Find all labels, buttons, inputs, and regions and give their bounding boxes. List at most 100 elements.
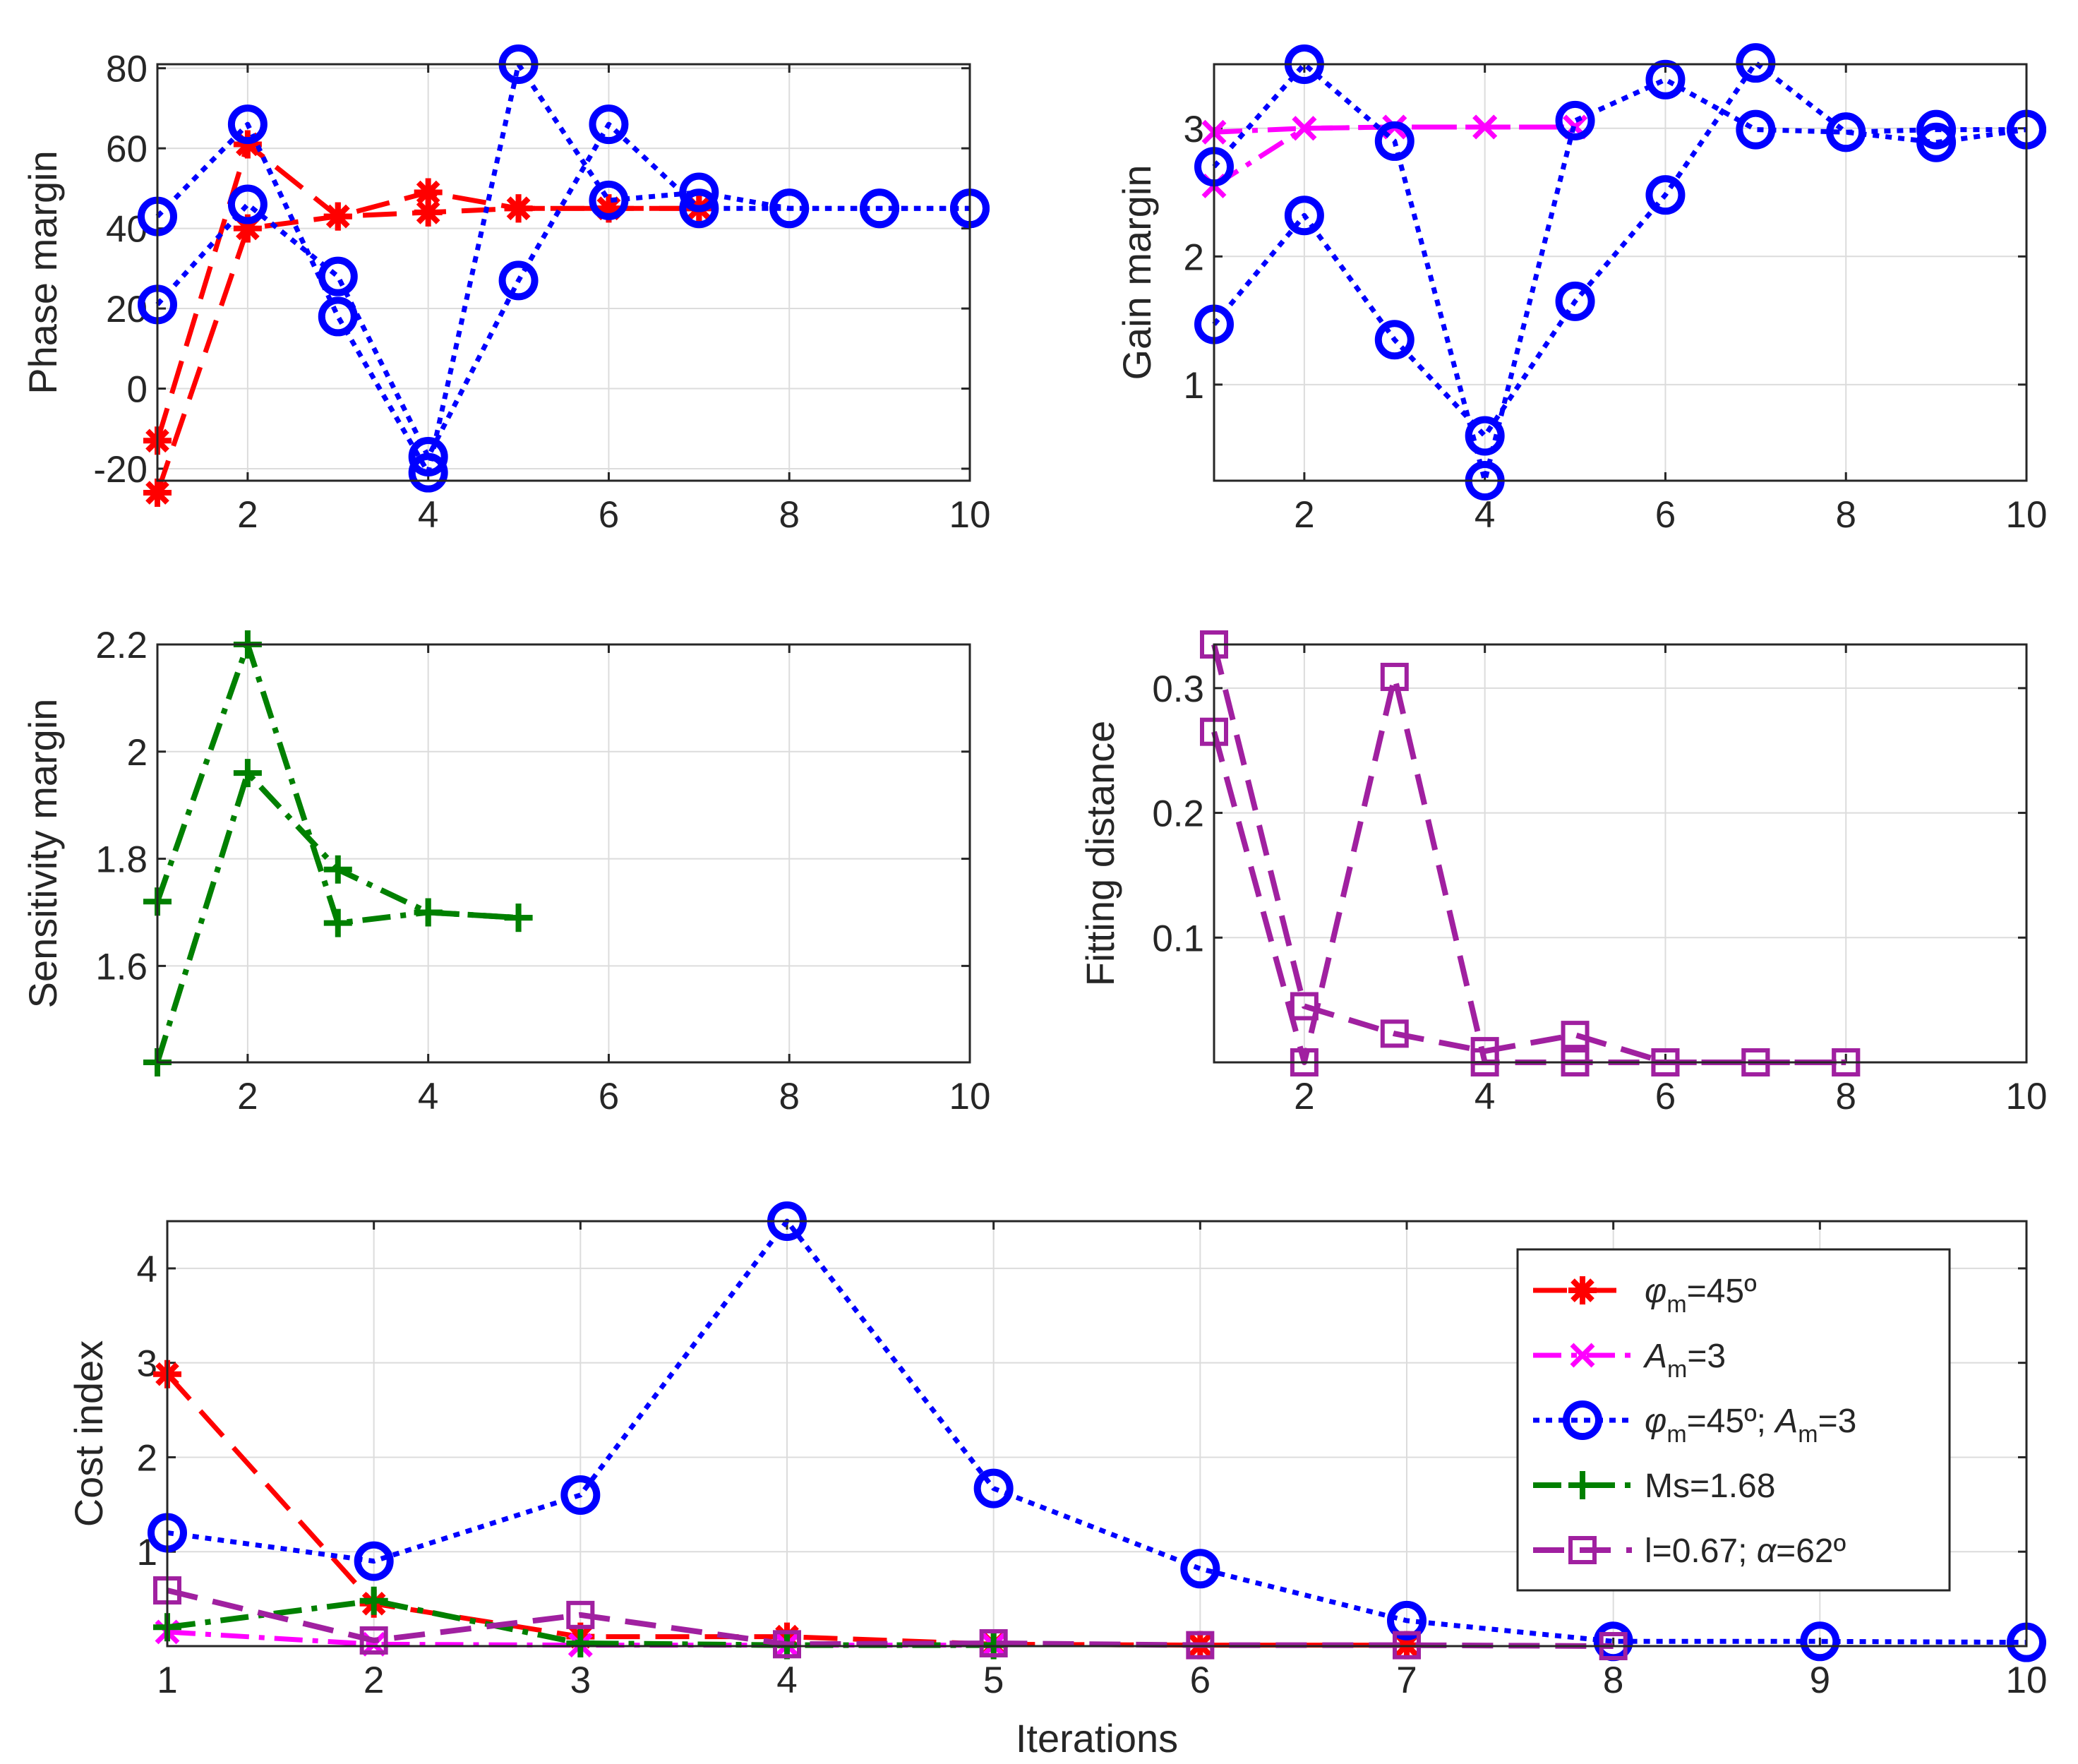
phase-series-line-both	[155, 121, 970, 460]
cost-point-fit	[566, 1600, 595, 1629]
phase-y-tick-label: -20	[93, 449, 148, 491]
fitting-y-tick-label: 0.1	[1152, 918, 1204, 959]
legend-entry: φm​=45º; Am​=3	[1533, 1400, 1857, 1448]
cost-point-both	[560, 1475, 601, 1515]
phase-point-both	[589, 104, 629, 145]
phase-point-both	[679, 188, 719, 229]
legend-marker-fit	[1568, 1536, 1597, 1564]
phase-plot-area	[157, 64, 970, 481]
cost-point-both	[973, 1468, 1014, 1508]
legend-label-part: m	[1667, 1356, 1687, 1383]
cost-y-tick-label: 4	[137, 1249, 157, 1290]
cost-point-both	[1387, 1600, 1427, 1640]
phase-point-both	[860, 188, 900, 229]
phase-point-both	[318, 256, 358, 296]
cost-x-tick-label: 10	[2006, 1660, 2048, 1701]
phase-point-both	[227, 184, 268, 224]
sensitivity-x-tick-label: 6	[599, 1076, 619, 1117]
gain-series-line-both	[1212, 61, 2026, 484]
legend-label-part: l=0.67;	[1645, 1532, 1757, 1570]
legend-entry: Ms=1.68	[1533, 1468, 1775, 1505]
cost-x-tick-label: 4	[776, 1660, 797, 1701]
phase-x-tick-label: 8	[779, 494, 799, 536]
legend-label-part: A	[1773, 1403, 1798, 1440]
sensitivity-y-tick-label: 1.6	[95, 946, 148, 988]
gain-point-both	[1555, 281, 1595, 321]
phase-axes-frame	[156, 63, 971, 482]
legend-label-part: =62º	[1776, 1532, 1846, 1570]
cost-x-axis-label: Iterations	[1016, 1716, 1178, 1760]
phase-y-tick-label: 80	[106, 49, 148, 90]
legend-label-part: =3	[1818, 1403, 1857, 1440]
phase-point-phi	[414, 178, 443, 207]
legend-label-part: A	[1642, 1338, 1667, 1375]
sensitivity-y-tick-label: 2	[127, 732, 148, 774]
sensitivity-x-tick-label: 8	[779, 1076, 799, 1117]
gain-x-tick-label: 8	[1835, 494, 1856, 536]
sensitivity-point-ms	[323, 855, 352, 884]
cost-x-tick-label: 7	[1396, 1660, 1417, 1701]
legend-marker-phi	[1568, 1276, 1597, 1304]
sensitivity-series-line-ms	[155, 642, 519, 926]
cost-x-tick-label: 1	[157, 1660, 177, 1701]
sensitivity-y-tick-label: 2.2	[95, 625, 148, 666]
sensitivity-point-ms	[504, 904, 533, 932]
panel-fitting: 2 4 6 8 10 0.1 0.2 0.3 Fitting distance	[1078, 630, 2048, 1117]
phase-x-tick-label: 10	[949, 494, 991, 536]
sensitivity-axes-frame	[156, 643, 971, 1064]
phase-y-tick-label: 0	[127, 369, 148, 411]
legend-label-part: φ	[1645, 1273, 1666, 1310]
sensitivity-x-tick-label: 2	[237, 1076, 258, 1117]
sensitivity-point-ms	[323, 908, 352, 937]
gain-series-line-am	[1213, 124, 1575, 188]
phase-point-phi	[323, 202, 352, 231]
gain-y-axis-label: Gain margin	[1115, 164, 1159, 380]
cost-point-both	[354, 1541, 394, 1581]
legend-label-part: Ms=1.68	[1645, 1468, 1775, 1505]
phase-point-both	[318, 296, 358, 337]
gain-y-tick-label: 1	[1184, 365, 1204, 407]
fitting-y-tick-label: 0.2	[1152, 793, 1204, 835]
phase-point-both	[408, 436, 448, 476]
cost-y-axis-label: Cost index	[66, 1340, 111, 1528]
sensitivity-x-tick-label: 4	[418, 1076, 438, 1117]
gain-x-tick-label: 2	[1294, 494, 1314, 536]
fitting-x-tick-label: 10	[2006, 1076, 2048, 1117]
gain-series-line-both	[1212, 60, 2027, 438]
cost-x-tick-label: 6	[1190, 1660, 1211, 1701]
cost-point-both	[1180, 1549, 1220, 1589]
phase-point-phi	[594, 194, 623, 223]
cost-y-tick-label: 3	[137, 1343, 157, 1385]
sensitivity-y-axis-label: Sensitivity margin	[20, 699, 65, 1009]
legend-label: Ms=1.68	[1645, 1468, 1775, 1505]
legend-label: l=0.67; α=62º	[1645, 1532, 1846, 1570]
phase-x-tick-label: 2	[237, 494, 258, 536]
fitting-x-tick-label: 4	[1475, 1076, 1495, 1117]
gain-axes-frame	[1213, 63, 2028, 482]
cost-point-fit	[773, 1630, 801, 1659]
fitting-point-fit	[1561, 1021, 1590, 1050]
phase-point-phi	[233, 130, 262, 159]
phase-point-phi	[143, 479, 172, 508]
phase-x-tick-label: 4	[418, 494, 438, 536]
legend-label-part: φ	[1645, 1403, 1666, 1440]
fitting-y-axis-label: Fitting distance	[1078, 721, 1122, 987]
gain-point-both	[1826, 112, 1866, 152]
phase-point-both	[589, 180, 629, 220]
sensitivity-point-ms	[233, 759, 262, 788]
fitting-plot-area	[1214, 644, 2026, 1062]
legend-entry: φm​=45º	[1533, 1273, 1757, 1318]
legend-label-part: m	[1798, 1421, 1818, 1448]
sensitivity-x-tick-label: 10	[949, 1076, 991, 1117]
gain-point-both	[1465, 416, 1505, 456]
gain-point-both	[1555, 100, 1595, 140]
legend-label-part: =3	[1687, 1338, 1726, 1375]
phase-point-both	[227, 104, 268, 145]
gain-y-tick-label: 2	[1184, 236, 1204, 278]
sensitivity-plot-area	[157, 644, 970, 1062]
gain-x-tick-label: 10	[2006, 494, 2048, 536]
phase-point-both	[408, 452, 448, 493]
gain-point-both	[1284, 196, 1324, 236]
fitting-x-tick-label: 2	[1294, 1076, 1314, 1117]
